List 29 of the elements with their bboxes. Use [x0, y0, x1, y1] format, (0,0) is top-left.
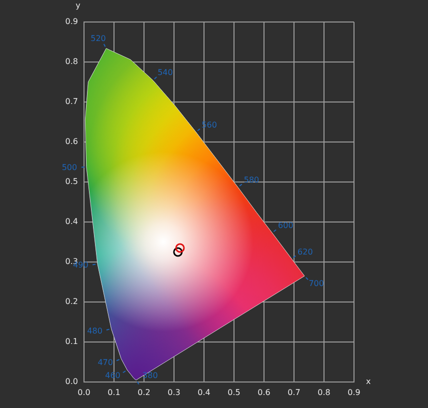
- annotation: 600: [278, 221, 294, 230]
- x-tick-label: 0.0: [78, 388, 90, 397]
- annotation: 470: [98, 358, 113, 367]
- y-tick-label: 0.0: [65, 377, 78, 386]
- y-tick-label: 0.8: [65, 57, 78, 66]
- annotation: 500: [62, 162, 78, 172]
- x-tick-label: 0.1: [108, 388, 120, 397]
- y-axis-title: y: [76, 1, 81, 10]
- x-tick-label: 0.7: [288, 388, 300, 397]
- y-tick-label: 0.1: [65, 337, 78, 346]
- annotation: 480: [87, 326, 102, 336]
- annotation: 620: [298, 247, 313, 256]
- x-tick-label: 0.5: [228, 388, 240, 397]
- x-tick-label: 0.4: [198, 388, 210, 397]
- x-tick-label: 0.8: [318, 388, 330, 397]
- y-tick-label: 0.4: [65, 217, 78, 226]
- x-tick-label: 0.3: [168, 388, 180, 397]
- y-tick-label: 0.7: [65, 97, 78, 106]
- x-tick-label: 0.9: [348, 388, 360, 397]
- y-tick-label: 0.5: [65, 177, 78, 186]
- y-tick-label: 0.2: [65, 297, 78, 306]
- y-tick-label: 0.9: [65, 17, 78, 26]
- y-tick-label: 0.6: [65, 137, 78, 146]
- annotation: 700: [308, 278, 324, 288]
- x-tick-label: 0.2: [138, 388, 150, 397]
- annotation: 540: [158, 68, 173, 77]
- x-tick-label: 0.6: [258, 388, 270, 397]
- annotation: 520: [90, 34, 106, 43]
- x-axis-title: x: [366, 377, 371, 386]
